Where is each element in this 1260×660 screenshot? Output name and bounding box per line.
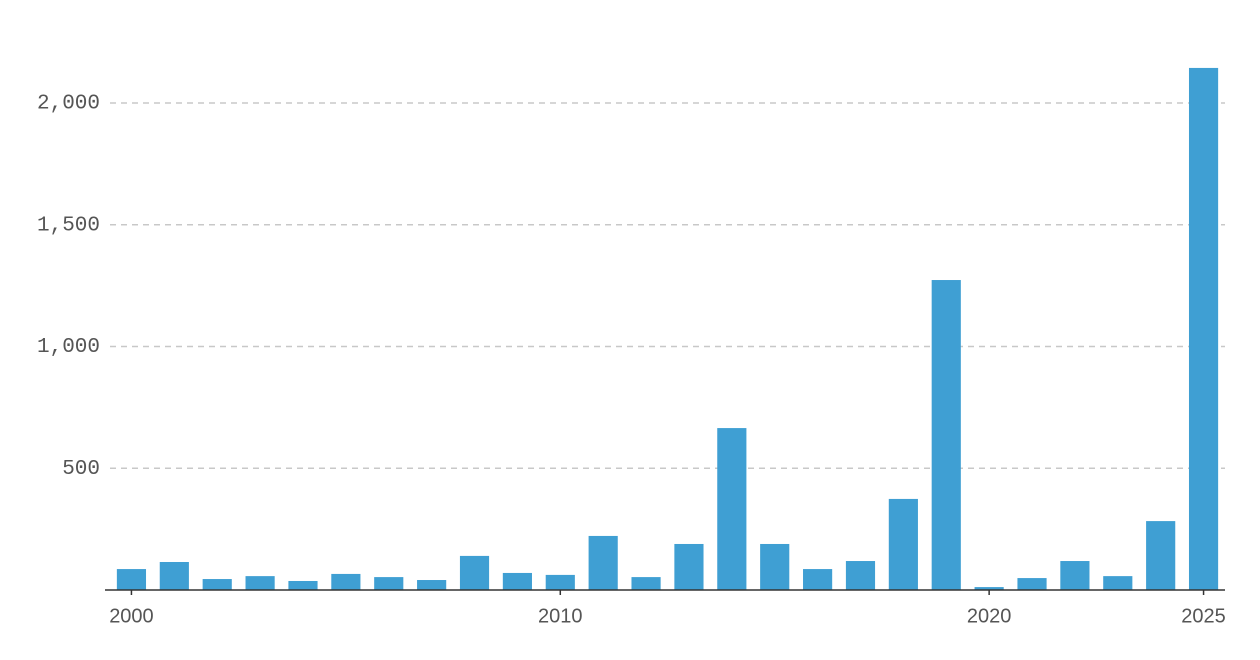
y-tick-label: 2,000 [37, 93, 100, 116]
bar [803, 569, 833, 590]
bar [288, 580, 318, 590]
y-tick-label: 1,000 [37, 336, 100, 359]
bar [717, 428, 747, 590]
bar [1188, 67, 1219, 591]
bar [545, 574, 575, 590]
bar [588, 535, 618, 590]
bar [1103, 576, 1133, 590]
bar [502, 572, 532, 590]
bar [631, 577, 661, 590]
bar [674, 543, 704, 590]
x-tick-label: 2025 [1181, 605, 1226, 627]
bar [1017, 578, 1047, 590]
bar [245, 576, 275, 590]
bar [974, 587, 1004, 590]
bar [374, 577, 404, 590]
x-tick-label: 2020 [967, 605, 1012, 627]
y-tick-label: 500 [62, 458, 100, 481]
bar [459, 555, 490, 590]
bar [1060, 561, 1090, 590]
bar [1146, 521, 1176, 590]
bar [845, 561, 876, 590]
bar [417, 580, 447, 590]
bar [931, 280, 961, 590]
x-tick-label: 2010 [538, 605, 583, 627]
bar [760, 543, 790, 590]
bar [202, 579, 232, 590]
bar [331, 573, 361, 590]
x-tick-label: 2000 [109, 605, 154, 627]
bar [159, 561, 189, 590]
y-tick-label: 1,500 [37, 214, 100, 237]
bar [888, 498, 918, 590]
bar [116, 569, 147, 590]
